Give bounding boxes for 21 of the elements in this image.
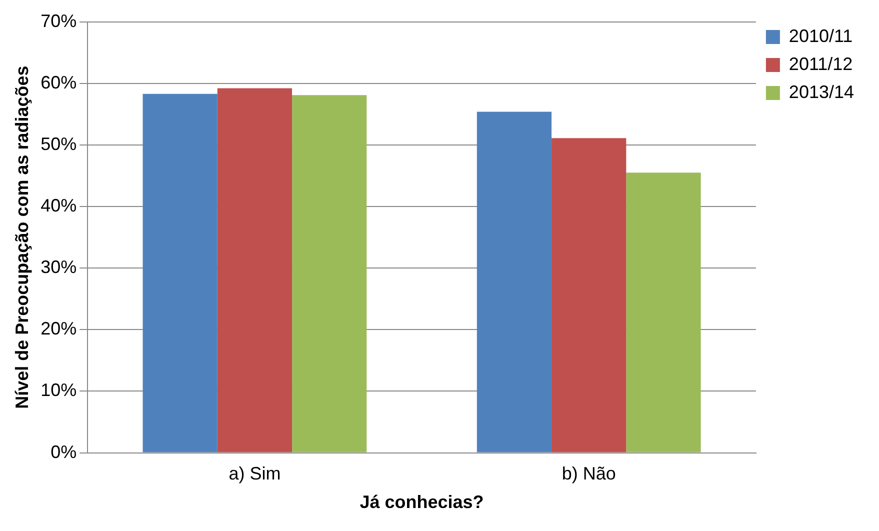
- y-axis-title: Nível de Preocupação com as radiações: [12, 66, 32, 409]
- legend-label: 2013/14: [788, 82, 854, 102]
- legend-label: 2011/12: [788, 54, 853, 74]
- bar: [626, 172, 701, 452]
- y-tick-label: 50%: [40, 134, 77, 154]
- y-tick-label: 30%: [40, 257, 77, 278]
- bar: [217, 88, 292, 452]
- x-tick-label: a) Sim: [228, 464, 281, 484]
- x-axis-title: Já conhecias?: [360, 492, 484, 512]
- x-tick-label: b) Não: [562, 464, 616, 484]
- legend-label: 2010/11: [788, 26, 853, 46]
- y-tick-label: 60%: [40, 72, 77, 92]
- y-tick-label: 70%: [40, 10, 77, 31]
- bar: [476, 112, 552, 452]
- bar: [292, 95, 367, 452]
- y-tick-label: 40%: [40, 195, 77, 216]
- bar: [552, 138, 626, 452]
- y-tick-label: 0%: [50, 442, 77, 462]
- bar: [142, 94, 218, 452]
- y-tick-label: 10%: [40, 380, 77, 400]
- y-tick-label: 20%: [40, 318, 77, 339]
